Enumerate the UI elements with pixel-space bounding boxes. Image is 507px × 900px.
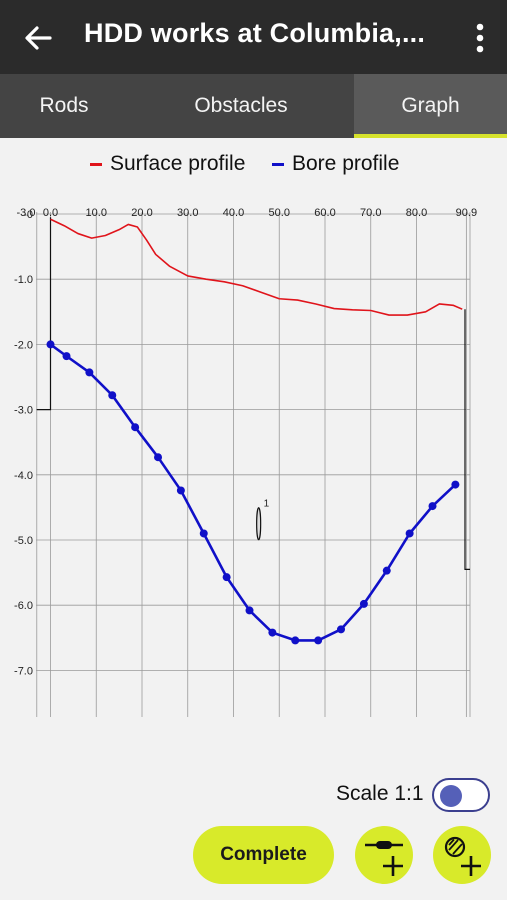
bore-point bbox=[291, 636, 300, 645]
legend-label-surface: Surface profile bbox=[110, 152, 246, 175]
y-tick-label: -3.0 bbox=[14, 405, 33, 417]
x-tick-label: 60.0 bbox=[314, 207, 335, 219]
bore-point bbox=[154, 453, 163, 462]
bore-point bbox=[62, 352, 71, 361]
scale-toggle-knob bbox=[440, 785, 462, 807]
chart-legend: Surface profile Bore profile bbox=[0, 152, 507, 182]
x-tick-label: 30.0 bbox=[177, 207, 198, 219]
bore-point bbox=[85, 368, 94, 377]
tab-rods-label: Rods bbox=[39, 94, 89, 117]
x-tick-label: 20.0 bbox=[131, 207, 152, 219]
obstacle-label: 1 bbox=[264, 499, 270, 510]
more-vertical-icon[interactable] bbox=[466, 18, 494, 58]
tab-obstacles[interactable]: Obstacles bbox=[128, 74, 354, 138]
bore-point bbox=[108, 391, 117, 400]
bore-point bbox=[222, 573, 231, 582]
tab-graph-label: Graph bbox=[401, 94, 460, 117]
x-tick-label: 90.9 bbox=[456, 207, 477, 219]
bore-point bbox=[314, 636, 323, 645]
bore-profile-line bbox=[49, 343, 457, 642]
legend-item-surface: Surface profile bbox=[90, 152, 245, 176]
x-tick-label: 10.0 bbox=[86, 207, 107, 219]
tab-rods[interactable]: Rods bbox=[0, 74, 128, 138]
exit-guide-line bbox=[464, 309, 470, 570]
scale-toggle[interactable] bbox=[432, 778, 490, 812]
y-tick-label: -7.0 bbox=[14, 665, 33, 677]
y-tick-label: -1.0 bbox=[14, 274, 33, 286]
bore-point bbox=[245, 606, 254, 615]
tab-graph[interactable]: Graph bbox=[354, 74, 507, 138]
y-tick-label: -5.0 bbox=[14, 535, 33, 547]
bore-point bbox=[199, 529, 208, 538]
y-tick-label: -2.0 bbox=[14, 339, 33, 351]
entry-guide-line bbox=[36, 217, 52, 411]
profile-chart[interactable]: 0.0 10.0 20.0 30.0 40.0 50.0 60.0 70.0 80.0 90.9 -… bbox=[0, 190, 507, 730]
legend-swatch-bore bbox=[272, 162, 284, 166]
obstacle-marker bbox=[256, 507, 262, 541]
add-rod-icon bbox=[365, 841, 403, 876]
x-tick-label: 50.0 bbox=[269, 207, 290, 219]
add-rod-button[interactable] bbox=[355, 826, 413, 884]
x-tick-label: 40.0 bbox=[223, 207, 244, 219]
arrow-back-icon[interactable] bbox=[20, 20, 56, 56]
bore-point bbox=[382, 566, 391, 575]
bore-point bbox=[46, 340, 55, 349]
bore-point bbox=[359, 599, 368, 608]
legend-item-bore: Bore profile bbox=[272, 152, 399, 176]
x-tick-label: 70.0 bbox=[360, 207, 381, 219]
bore-point bbox=[268, 628, 277, 637]
tab-obstacles-label: Obstacles bbox=[194, 94, 288, 117]
bore-point bbox=[451, 480, 460, 489]
y-tick-label: -4.0 bbox=[14, 470, 33, 482]
bore-point bbox=[405, 529, 414, 538]
complete-button[interactable]: Complete bbox=[193, 826, 334, 884]
add-obstacle-icon bbox=[444, 836, 481, 876]
y-tick-label: -6.0 bbox=[14, 600, 33, 612]
app-bar: HDD works at Columbia,... bbox=[0, 0, 507, 74]
scale-label: Scale 1:1 bbox=[336, 782, 424, 805]
tab-bar: Rods Obstacles Graph bbox=[0, 74, 507, 138]
bore-point bbox=[337, 625, 346, 634]
bore-point bbox=[428, 502, 437, 511]
add-obstacle-button[interactable] bbox=[433, 826, 491, 884]
bore-point bbox=[131, 423, 140, 432]
x-tick-label: 0.0 bbox=[43, 207, 58, 219]
surface-profile-line bbox=[50, 218, 463, 316]
y-tick-label: -0 bbox=[23, 209, 33, 221]
legend-swatch-surface bbox=[90, 162, 102, 166]
y-top-label: -3.0 bbox=[17, 207, 36, 219]
bore-point bbox=[176, 486, 185, 495]
x-tick-label: 80.0 bbox=[406, 207, 427, 219]
tab-selected-indicator bbox=[354, 134, 507, 138]
page-title: HDD works at Columbia,... bbox=[84, 18, 426, 48]
legend-label-bore: Bore profile bbox=[292, 152, 400, 175]
